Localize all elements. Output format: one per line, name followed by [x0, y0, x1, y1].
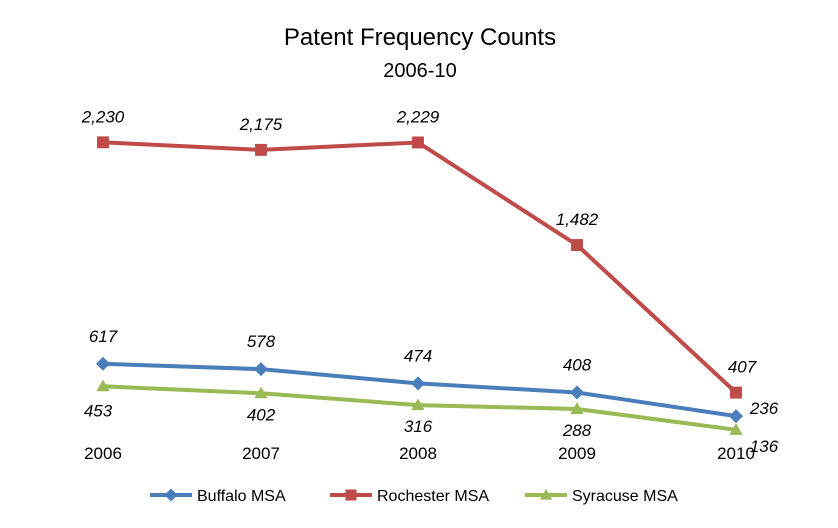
- syracuse-msa-data-label-2008: 316: [404, 417, 433, 436]
- legend-marker-rochester-msa: [345, 489, 356, 500]
- x-tick-label-2007: 2007: [242, 444, 280, 463]
- buffalo-msa-point-2006: [96, 357, 110, 371]
- buffalo-msa-point-2008: [411, 376, 425, 390]
- rochester-msa-point-2006: [97, 136, 109, 148]
- rochester-msa-data-label-2007: 2,175: [239, 115, 283, 134]
- buffalo-msa-data-label-2006: 617: [89, 327, 118, 346]
- rochester-msa-data-label-2006: 2,230: [81, 107, 125, 126]
- syracuse-msa-data-label-2009: 288: [562, 421, 592, 440]
- buffalo-msa-point-2007: [254, 362, 268, 376]
- syracuse-msa-data-label-2006: 453: [84, 401, 113, 420]
- legend-label: Buffalo MSA: [197, 488, 286, 505]
- x-tick-label-2009: 2009: [558, 444, 596, 463]
- rochester-msa-point-2010: [730, 387, 742, 399]
- rochester-msa-point-2009: [571, 239, 583, 251]
- buffalo-msa-point-2010: [729, 409, 743, 423]
- rochester-msa-data-label-2009: 1,482: [556, 210, 599, 229]
- buffalo-msa-data-label-2008: 474: [404, 346, 432, 365]
- x-tick-label-2006: 2006: [84, 444, 122, 463]
- legend-item-syracuse-msa: Syracuse MSA: [525, 488, 678, 505]
- x-tick-label-2008: 2008: [399, 444, 437, 463]
- chart-title: Patent Frequency Counts: [284, 24, 556, 51]
- legend-item-buffalo-msa: Buffalo MSA: [150, 488, 286, 505]
- legend: Buffalo MSA Rochester MSA Syracuse MSA: [150, 488, 678, 505]
- buffalo-msa-data-label-2010: 236: [749, 399, 779, 418]
- chart-subtitle: 2006-10: [383, 60, 456, 82]
- legend-label: Rochester MSA: [377, 488, 489, 505]
- buffalo-msa-point-2009: [570, 385, 584, 399]
- rochester-msa-data-label-2008: 2,229: [396, 107, 440, 126]
- syracuse-msa-data-label-2007: 402: [247, 405, 276, 424]
- rochester-msa-point-2008: [412, 137, 424, 149]
- rochester-msa-data-label-2010: 407: [728, 358, 757, 377]
- buffalo-msa-data-label-2009: 408: [563, 355, 592, 374]
- legend-item-rochester-msa: Rochester MSA: [330, 488, 489, 505]
- legend-label: Syracuse MSA: [572, 488, 678, 505]
- x-tick-label-2010: 2010: [717, 444, 755, 463]
- buffalo-msa-data-label-2007: 578: [247, 332, 276, 351]
- rochester-msa-point-2007: [255, 144, 267, 156]
- legend-marker-buffalo-msa: [165, 489, 178, 502]
- x-axis-tick-labels: 2006 2007 2008 2009 2010: [84, 444, 755, 463]
